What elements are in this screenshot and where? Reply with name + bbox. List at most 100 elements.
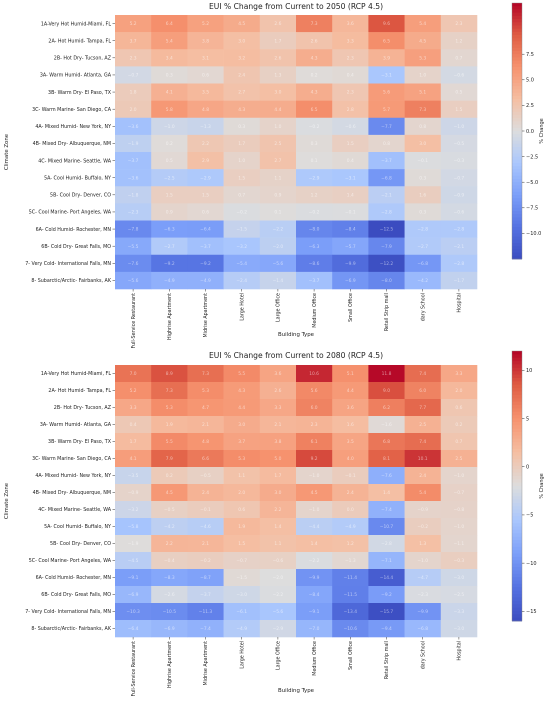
chart-title: EUI % Change from Current to 2080 (RCP 4…	[209, 351, 383, 360]
cell-value-label: −0.7	[454, 175, 465, 181]
colorbar-tick-label: −2.5	[526, 154, 538, 160]
heatmap-cell	[440, 416, 478, 434]
colorbar-segment	[512, 63, 522, 68]
cell-value-label: −8.4	[345, 227, 356, 233]
heatmap-cell	[296, 220, 333, 238]
cell-value-label: −4.2	[417, 278, 428, 284]
colorbar-segment	[512, 31, 522, 36]
colorbar-segment	[512, 239, 522, 244]
colorbar-segment	[512, 57, 522, 61]
colorbar-segment	[512, 472, 522, 477]
heatmap-cell	[440, 220, 478, 238]
colorbar-segment	[512, 546, 522, 551]
colorbar-tick-label: 7.5	[526, 52, 534, 58]
heatmap-cell	[151, 271, 188, 290]
cell-value-label: −8.4	[309, 592, 320, 598]
cell-value-label: −0.1	[345, 473, 356, 479]
colorbar-segment	[512, 391, 522, 396]
heatmap-cell	[223, 467, 261, 485]
cell-value-label: 4.7	[202, 405, 209, 411]
cell-value-label: −1.0	[454, 473, 465, 479]
heatmap-cell	[440, 365, 478, 383]
heatmap-cell	[332, 467, 369, 485]
heatmap-cell	[259, 586, 297, 604]
cell-value-label: 1.7	[274, 38, 281, 44]
cell-value-label: −7.6	[381, 473, 392, 479]
cell-value-label: −2.7	[417, 244, 428, 250]
cell-value-label: 0.7	[455, 55, 462, 61]
cell-value-label: −0.6	[454, 73, 465, 79]
cell-value-label: 2.2	[202, 141, 209, 147]
heatmap-cell	[296, 603, 333, 621]
colorbar-segment	[512, 604, 522, 608]
colorbar-tick-label: −10.0	[526, 231, 541, 237]
heatmap-cell	[368, 416, 405, 434]
cell-value-label: −3.7	[200, 244, 211, 250]
heatmap-cell	[115, 399, 152, 417]
heatmap-cell	[223, 569, 261, 587]
cell-value-label: −8.7	[200, 575, 211, 581]
cell-value-label: 7.3	[166, 388, 173, 394]
cell-value-label: 4.5	[419, 38, 426, 44]
cell-value-label: 5.3	[166, 405, 173, 411]
colorbar-segment	[512, 15, 522, 20]
heatmap-cell	[187, 254, 224, 273]
colorbar-segment	[512, 246, 522, 250]
cell-value-label: 0.3	[311, 141, 318, 147]
heatmap-cell	[296, 518, 333, 536]
cell-value-label: 5.3	[238, 456, 245, 462]
colorbar-segment	[512, 105, 522, 109]
cell-value-label: 2.0	[130, 107, 137, 113]
cell-value-label: −1.9	[128, 541, 139, 547]
colorbar-tick-label: 2.5	[526, 103, 534, 109]
cell-value-label: −10.5	[163, 609, 177, 615]
y-tick-label: 3A- Warm Humid- Atlanta, GA	[40, 73, 112, 79]
cell-value-label: 0.0	[347, 507, 354, 513]
heatmap-cell	[259, 569, 297, 587]
cell-value-label: 1.6	[347, 422, 354, 428]
heatmap-cell	[223, 271, 261, 290]
colorbar-segment	[512, 570, 522, 575]
heatmap-cell	[223, 450, 261, 468]
y-tick-label: 4B- Mixed Dry- Albuquerque, NM	[33, 490, 111, 496]
colorbar-segment	[512, 153, 522, 157]
heatmap-cell	[259, 271, 297, 290]
cell-value-label: −0.6	[454, 210, 465, 216]
heatmap-cell	[187, 100, 224, 119]
x-tick-label: Full-Service Restaurant	[131, 293, 137, 349]
heatmap-cell	[296, 134, 333, 153]
cell-value-label: 1.0	[274, 124, 281, 130]
cell-value-label: 3.3	[274, 405, 281, 411]
heatmap-cell	[368, 586, 405, 604]
cell-value-label: 5.8	[166, 107, 173, 113]
colorbar-frame	[511, 350, 523, 622]
heatmap-cell	[296, 15, 333, 33]
cell-value-label: −0.1	[417, 158, 428, 164]
cell-value-label: 6.0	[311, 405, 318, 411]
heatmap-cell	[115, 32, 152, 50]
heatmap-cell	[296, 66, 333, 84]
cell-value-label: −2.9	[309, 175, 320, 181]
colorbar-segment	[512, 556, 522, 561]
heatmap-cell	[404, 100, 442, 119]
cell-value-label: −3.2	[128, 507, 139, 513]
heatmap-cell	[368, 134, 405, 153]
cell-value-label: 6.5	[383, 38, 390, 44]
cell-value-label: −3.7	[128, 158, 139, 164]
heatmap-cell	[332, 518, 369, 536]
chart-title: EUI % Change from Current to 2050 (RCP 4…	[209, 2, 383, 11]
colorbar-tick-label: 0.0	[526, 129, 534, 135]
cell-value-label: 0.5	[166, 158, 173, 164]
cell-value-label: 1.4	[274, 524, 281, 530]
heatmap-cell	[368, 83, 405, 101]
cell-value-label: −5.7	[345, 244, 356, 250]
colorbar-segment	[512, 394, 522, 399]
heatmap-cell	[296, 484, 333, 502]
cell-value-label: 5.3	[202, 388, 209, 394]
cell-value-label: 4.3	[238, 107, 245, 113]
heatmap-cell	[187, 169, 224, 187]
heatmap-cell	[187, 433, 224, 451]
cell-value-label: 1.5	[347, 141, 354, 147]
cell-value-label: 0.9	[166, 210, 173, 216]
heatmap-cell	[223, 535, 261, 553]
